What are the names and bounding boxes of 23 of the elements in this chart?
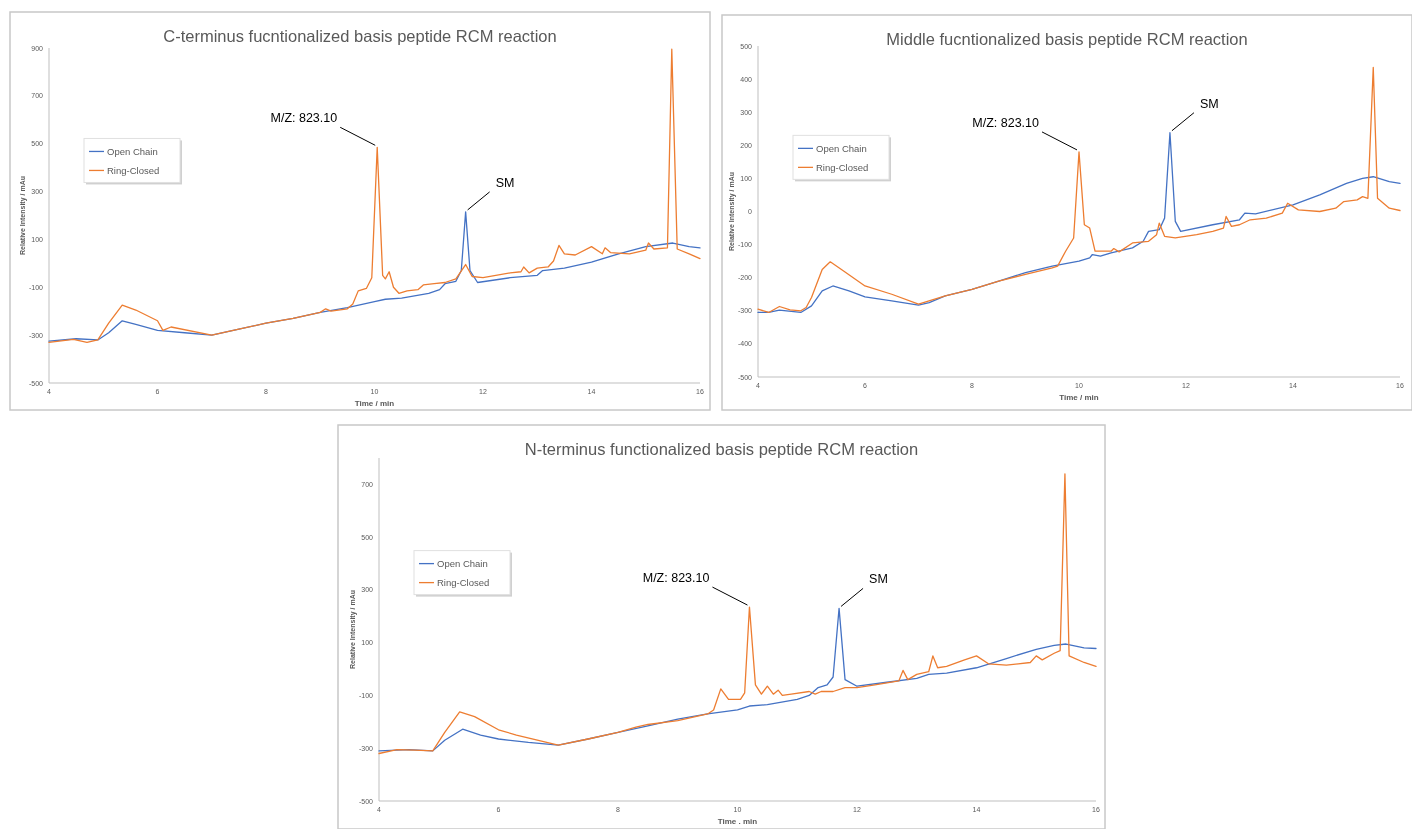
legend-label: Ring-Closed xyxy=(107,164,160,176)
chart-title: C-terminus fucntionalized basis peptide RCM reaction xyxy=(163,27,557,45)
legend-label: Ring-Closed xyxy=(816,161,869,173)
line-series xyxy=(378,607,1097,752)
line-series xyxy=(378,473,1097,755)
chart-title: N-terminus functionalized basis peptide RCM reaction xyxy=(524,440,919,458)
line-series xyxy=(48,48,701,343)
legend-label: Ring-Closed xyxy=(437,577,490,589)
x-axis-title: Time . min xyxy=(717,817,758,826)
legend-label: Open Chain xyxy=(107,145,158,157)
chart-title: Middle fucntionalized basis peptide RCM reaction xyxy=(886,30,1248,48)
legend-label: Open Chain xyxy=(816,142,867,154)
legend-label: Open Chain xyxy=(437,558,488,570)
annotation: SM xyxy=(1199,96,1219,111)
annotation: SM xyxy=(495,175,515,190)
line-series xyxy=(757,66,1401,314)
annotation: M/Z: 823.10 xyxy=(642,571,710,586)
x-axis-title: Time / min xyxy=(1059,393,1099,402)
line-series xyxy=(757,132,1401,314)
x-axis-title: Time / min xyxy=(354,399,395,408)
annotation: SM xyxy=(869,572,888,587)
annotation: M/Z: 823.10 xyxy=(270,111,338,126)
annotation: M/Z: 823.10 xyxy=(972,115,1040,130)
